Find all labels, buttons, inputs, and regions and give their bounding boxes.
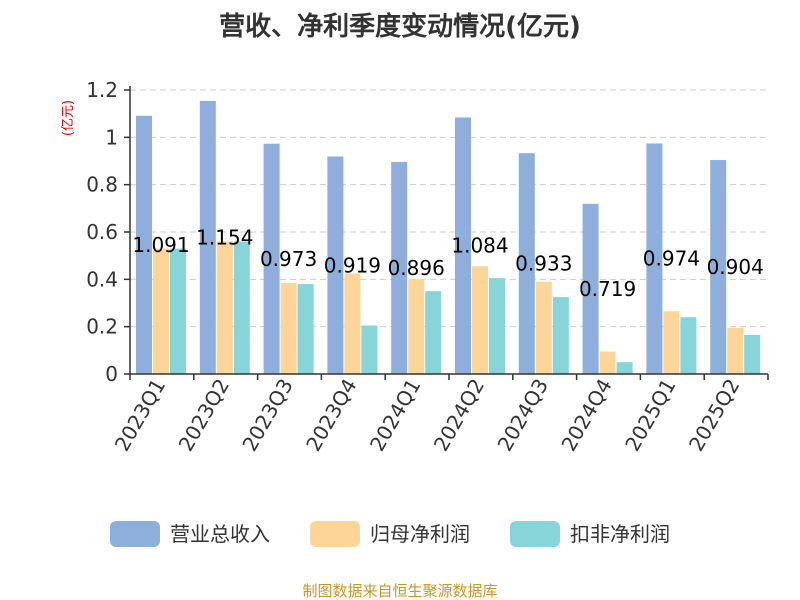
data-label: 0.933 [515, 252, 572, 276]
x-tick-label: 2023Q4 [301, 375, 361, 456]
bar-2024Q3-s0 [518, 153, 535, 374]
chart-title: 营收、净利季度变动情况(亿元) [219, 11, 581, 42]
bar-2023Q1-s1 [153, 248, 169, 374]
bar-2024Q3-s2 [552, 297, 569, 374]
data-label: 0.973 [260, 247, 317, 271]
y-tick-label: 1.2 [86, 78, 118, 102]
legend-swatch [110, 521, 160, 547]
bar-2024Q2-s0 [455, 117, 471, 374]
y-tick-label: 0 [105, 362, 118, 386]
bars [136, 100, 761, 375]
x-tick-label: 2025Q2 [684, 375, 744, 456]
source-note: 制图数据来自恒生聚源数据库 [302, 582, 497, 600]
bar-2024Q2-s1 [472, 266, 488, 374]
legend-label: 归母净利润 [370, 522, 470, 546]
y-tick-label: 0.6 [86, 220, 118, 244]
data-label: 0.896 [388, 256, 445, 280]
y-tick-label: 0.2 [86, 315, 118, 339]
legend: 营业总收入 归母净利润 扣非净利润 [110, 521, 670, 547]
legend-swatch [510, 521, 560, 547]
x-tick-label: 2025Q1 [620, 375, 680, 456]
bar-2025Q1-s0 [646, 143, 663, 374]
x-tick-label: 2023Q1 [110, 375, 170, 456]
bar-2024Q1-s0 [391, 161, 408, 374]
bar-2023Q1-s2 [170, 248, 186, 374]
x-tick-label: 2024Q4 [556, 375, 616, 456]
bar-2024Q3-s1 [535, 281, 552, 374]
bar-2023Q2-s0 [199, 100, 216, 375]
x-tick-label: 2024Q3 [493, 375, 553, 456]
bar-2023Q2-s2 [233, 241, 250, 374]
data-label: 1.091 [132, 233, 189, 257]
y-tick-label: 0.8 [86, 173, 118, 197]
legend-label: 营业总收入 [170, 522, 270, 546]
y-tick-label: 0.4 [86, 267, 118, 291]
bar-2025Q2-s0 [710, 160, 727, 374]
legend-label: 扣非净利润 [570, 522, 670, 546]
bar-2023Q4-s1 [344, 273, 361, 374]
bar-2024Q4-s1 [599, 351, 616, 374]
bar-2025Q1-s1 [663, 311, 680, 374]
data-label: 0.974 [643, 247, 700, 271]
x-tick-label: 2023Q2 [174, 375, 234, 456]
bar-2024Q4-s2 [616, 362, 633, 374]
bar-2023Q3-s2 [297, 284, 314, 374]
bar-2025Q1-s2 [680, 317, 697, 374]
data-label: 1.154 [196, 225, 253, 249]
bar-2024Q4-s0 [582, 203, 599, 374]
bar-2025Q2-s2 [744, 334, 761, 374]
bar-2024Q2-s2 [489, 278, 505, 374]
x-tick-label: 2023Q3 [237, 375, 297, 456]
x-tick-label: 2024Q1 [365, 375, 425, 456]
data-label: 1.084 [451, 234, 508, 258]
x-tick-label: 2024Q2 [429, 375, 489, 456]
bar-2023Q4-s2 [361, 325, 378, 374]
bar-2023Q3-s0 [263, 143, 280, 374]
bar-2024Q1-s1 [408, 279, 425, 374]
bar-2023Q4-s0 [327, 156, 344, 374]
data-label: 0.719 [579, 277, 636, 301]
bar-2023Q2-s1 [216, 241, 233, 374]
data-label: 0.904 [707, 255, 764, 279]
data-label: 0.919 [324, 253, 381, 277]
y-tick-label: 1 [105, 125, 118, 149]
bar-2024Q1-s2 [425, 291, 442, 374]
y-unit-label: (亿元) [61, 100, 76, 136]
bar-2023Q1-s0 [136, 115, 152, 375]
legend-swatch [310, 521, 360, 547]
bar-2025Q2-s1 [727, 327, 744, 374]
bar-2023Q3-s1 [280, 282, 297, 374]
